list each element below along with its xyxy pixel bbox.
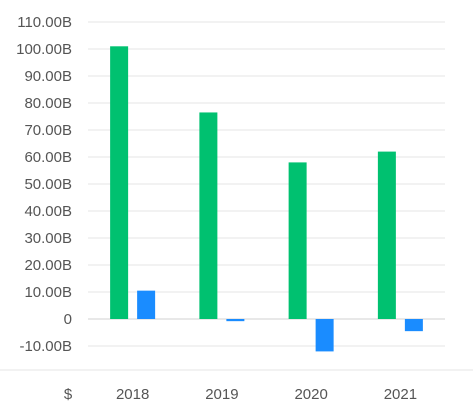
y-tick-label: 20.00B (24, 257, 72, 274)
y-axis-ticks: 110.00B 100.00B 90.00B 80.00B 70.00B 60.00B 50… (16, 14, 72, 355)
y-tick-label: 30.00B (24, 230, 72, 247)
bar-2021-series-2[interactable] (404, 319, 423, 332)
y-tick-label: 0 (64, 311, 72, 328)
y-tick-label: 100.00B (16, 41, 72, 58)
bar-2019-series-1[interactable] (199, 112, 218, 319)
x-tick-label: 2020 (294, 386, 327, 402)
bar-2020-series-1[interactable] (288, 162, 307, 319)
bar-2021-series-1[interactable] (377, 151, 396, 319)
y-tick-label: 110.00B (17, 14, 72, 31)
x-tick-label: 2018 (116, 386, 149, 402)
bar-2018-series-1[interactable] (110, 46, 129, 320)
bar-2020-series-2[interactable] (315, 319, 334, 352)
bars (110, 46, 423, 352)
y-tick-label: 70.00B (24, 122, 72, 139)
y-tick-label: 10.00B (24, 284, 72, 301)
y-tick-label: -10.00B (19, 338, 72, 355)
y-tick-label: 90.00B (24, 68, 72, 85)
currency-unit-label: $ (64, 386, 73, 402)
bar-2018-series-2[interactable] (137, 290, 156, 319)
x-tick-label: 2019 (205, 386, 238, 402)
x-tick-label: 2021 (384, 386, 417, 402)
bar-2019-series-2[interactable] (226, 319, 245, 322)
y-tick-label: 40.00B (24, 203, 72, 220)
x-axis-ticks: 2018 2019 2020 2021 (116, 386, 417, 402)
y-tick-label: 80.00B (24, 95, 72, 112)
y-tick-label: 50.00B (24, 176, 72, 193)
y-tick-label: 60.00B (24, 149, 72, 166)
